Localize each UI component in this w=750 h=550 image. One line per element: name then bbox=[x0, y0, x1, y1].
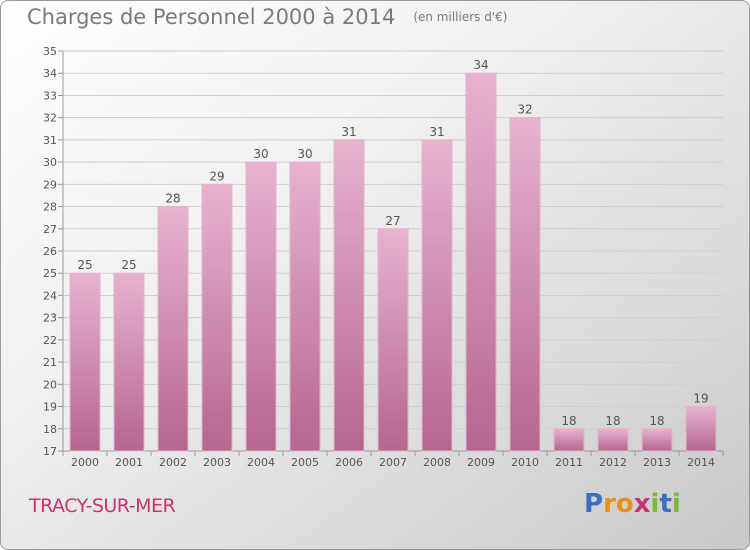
y-tick-label: 24 bbox=[43, 289, 57, 302]
y-tick-label: 18 bbox=[43, 423, 57, 436]
bar bbox=[201, 183, 233, 452]
y-tick-label: 23 bbox=[43, 312, 57, 325]
chart-title: Charges de Personnel 2000 à 2014 (en mill… bbox=[27, 5, 507, 29]
bar-value-label: 31 bbox=[429, 125, 444, 139]
unit-note: (en milliers d'€) bbox=[413, 10, 508, 24]
y-tick-label: 34 bbox=[43, 67, 57, 80]
logo-letter: i bbox=[671, 489, 681, 519]
bar bbox=[377, 228, 409, 452]
logo-letter: r bbox=[603, 489, 616, 519]
y-tick-label: 32 bbox=[43, 112, 57, 125]
bar-value-label: 25 bbox=[121, 258, 136, 272]
x-tick-label: 2009 bbox=[467, 456, 495, 469]
bar bbox=[553, 428, 585, 452]
bar-value-label: 28 bbox=[165, 192, 180, 206]
logo-letter: o bbox=[615, 489, 634, 519]
y-tick-label: 27 bbox=[43, 223, 57, 236]
x-tick-label: 2012 bbox=[599, 456, 627, 469]
bar-value-label: 34 bbox=[473, 58, 488, 72]
bar bbox=[157, 206, 189, 452]
y-tick-label: 26 bbox=[43, 245, 57, 258]
bar-value-label: 19 bbox=[693, 392, 708, 406]
bar bbox=[69, 272, 101, 452]
y-tick-label: 31 bbox=[43, 134, 57, 147]
bar-value-label: 30 bbox=[297, 147, 312, 161]
x-tick-label: 2003 bbox=[203, 456, 231, 469]
y-tick-label: 21 bbox=[43, 356, 57, 369]
x-tick-label: 2005 bbox=[291, 456, 319, 469]
bar bbox=[421, 139, 453, 452]
bar-value-label: 32 bbox=[517, 103, 532, 117]
y-tick-label: 29 bbox=[43, 178, 57, 191]
y-tick-label: 25 bbox=[43, 267, 57, 280]
bar-value-label: 18 bbox=[649, 414, 664, 428]
bar bbox=[509, 117, 541, 452]
bar bbox=[333, 139, 365, 452]
x-tick-label: 2007 bbox=[379, 456, 407, 469]
y-tick-label: 20 bbox=[43, 378, 57, 391]
chart-title-text: Charges de Personnel 2000 à 2014 bbox=[27, 5, 396, 29]
x-tick-label: 2002 bbox=[159, 456, 187, 469]
bar bbox=[597, 428, 629, 452]
logo-letter: x bbox=[633, 489, 651, 519]
bar-value-label: 18 bbox=[605, 414, 620, 428]
bar-value-label: 29 bbox=[209, 169, 224, 183]
x-tick-label: 2004 bbox=[247, 456, 275, 469]
bar bbox=[685, 406, 717, 452]
proxiti-logo: Proxiti bbox=[584, 489, 681, 519]
x-tick-label: 2008 bbox=[423, 456, 451, 469]
bar bbox=[641, 428, 673, 452]
bar-value-label: 30 bbox=[253, 147, 268, 161]
x-tick-label: 2013 bbox=[643, 456, 671, 469]
commune-name: TRACY-SUR-MER bbox=[29, 495, 176, 517]
y-tick-label: 19 bbox=[43, 401, 57, 414]
x-tick-label: 2001 bbox=[115, 456, 143, 469]
bar-value-label: 27 bbox=[385, 214, 400, 228]
y-tick-label: 28 bbox=[43, 201, 57, 214]
x-tick-label: 2010 bbox=[511, 456, 539, 469]
bar bbox=[113, 272, 145, 452]
y-tick-label: 30 bbox=[43, 156, 57, 169]
bar-value-label: 31 bbox=[341, 125, 356, 139]
x-tick-label: 2014 bbox=[687, 456, 715, 469]
y-tick-label: 22 bbox=[43, 334, 57, 347]
x-tick-label: 2000 bbox=[71, 456, 99, 469]
y-tick-label: 33 bbox=[43, 89, 57, 102]
x-tick-label: 2006 bbox=[335, 456, 363, 469]
bar bbox=[289, 161, 321, 452]
logo-letter: t bbox=[659, 489, 672, 519]
y-tick-label: 17 bbox=[43, 445, 57, 458]
bar-value-label: 18 bbox=[561, 414, 576, 428]
logo-letter: P bbox=[584, 489, 604, 519]
x-tick-label: 2011 bbox=[555, 456, 583, 469]
bar-value-label: 25 bbox=[77, 258, 92, 272]
bar bbox=[465, 72, 497, 452]
logo-letter: i bbox=[650, 489, 660, 519]
bar bbox=[245, 161, 277, 452]
y-tick-label: 35 bbox=[43, 45, 57, 58]
